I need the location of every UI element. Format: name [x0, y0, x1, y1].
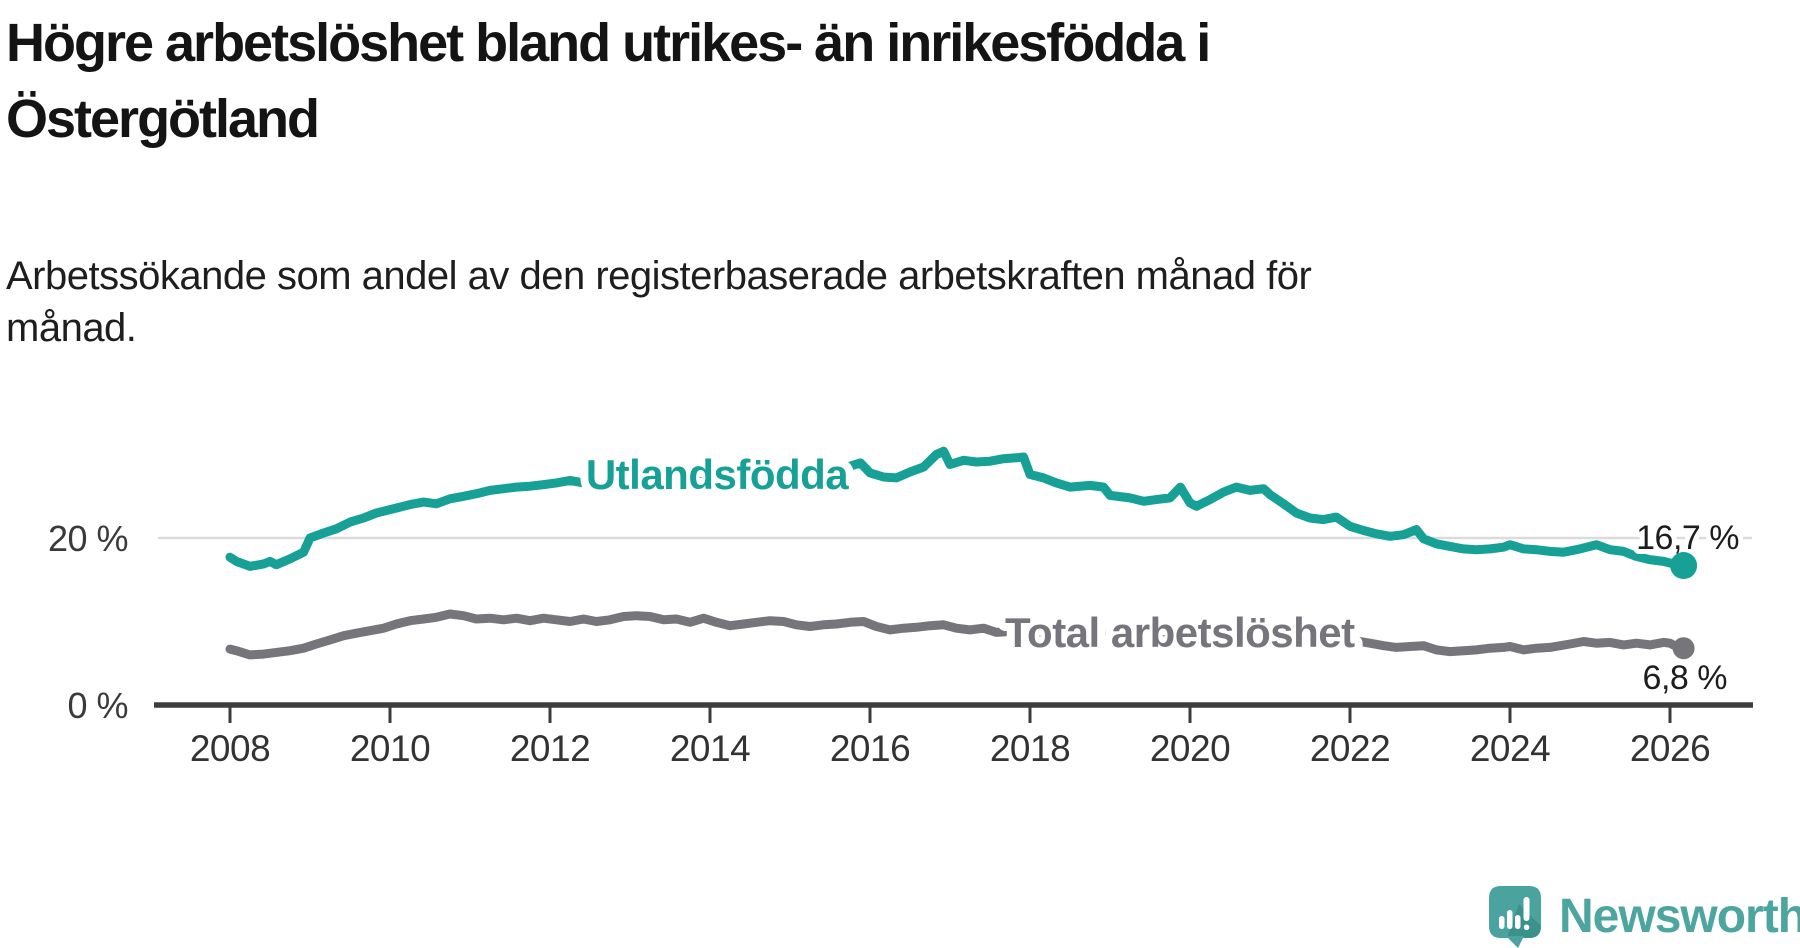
newsworthy-wordmark: Newsworthy — [1559, 890, 1800, 943]
x-tick-label-2010: 2010 — [350, 728, 430, 769]
logo-bar-2 — [1507, 910, 1513, 929]
series-label-utlandsfodda: Utlandsfödda — [586, 451, 849, 498]
end-dot-utlandsfodda — [1670, 552, 1698, 580]
logo-exclamation-dot — [1523, 924, 1530, 930]
x-tick-label-2016: 2016 — [830, 728, 910, 769]
newsworthy-icon — [1489, 886, 1541, 948]
subtitle-line-2: månad. — [6, 306, 137, 350]
logo-bubble-tail — [1506, 936, 1524, 948]
y-tick-label-0: 0 % — [67, 685, 128, 726]
x-tick-label-2014: 2014 — [670, 728, 750, 769]
title-line-1: Högre arbetslöshet bland utrikes- än inr… — [6, 13, 1211, 73]
newsworthy-logo: Newsworthy — [1489, 886, 1800, 948]
logo-bar-3 — [1515, 915, 1521, 929]
logo-bubble-shade — [1507, 904, 1541, 938]
chart-subtitle: Arbetssökande som andel av den registerb… — [6, 250, 1312, 354]
logo-bar-1 — [1499, 916, 1505, 929]
series-label-total: Total arbetslöshet — [1005, 609, 1355, 656]
subtitle-line-1: Arbetssökande som andel av den registerb… — [6, 254, 1312, 298]
x-tick-label-2024: 2024 — [1470, 728, 1550, 769]
end-dot-total — [1672, 637, 1695, 660]
end-value-label-total: 6,8 % — [1643, 659, 1728, 697]
series-line-utlandsfodda — [225, 446, 1689, 571]
x-tick-label-2012: 2012 — [510, 728, 590, 769]
x-tick-label-2008: 2008 — [190, 728, 270, 769]
page-title: Högre arbetslöshet bland utrikes- än inr… — [6, 5, 1211, 157]
x-tick-label-2020: 2020 — [1150, 728, 1230, 769]
y-tick-label-20: 20 % — [48, 518, 128, 559]
series-line-total — [225, 609, 1689, 660]
x-tick-label-2018: 2018 — [990, 728, 1070, 769]
title-line-2: Östergötland — [6, 89, 320, 149]
logo-exclamation-bar — [1523, 897, 1530, 921]
x-tick-label-2022: 2022 — [1310, 728, 1390, 769]
end-value-label-utlandsfodda: 16,7 % — [1636, 519, 1739, 557]
x-tick-label-2026: 2026 — [1630, 728, 1710, 769]
